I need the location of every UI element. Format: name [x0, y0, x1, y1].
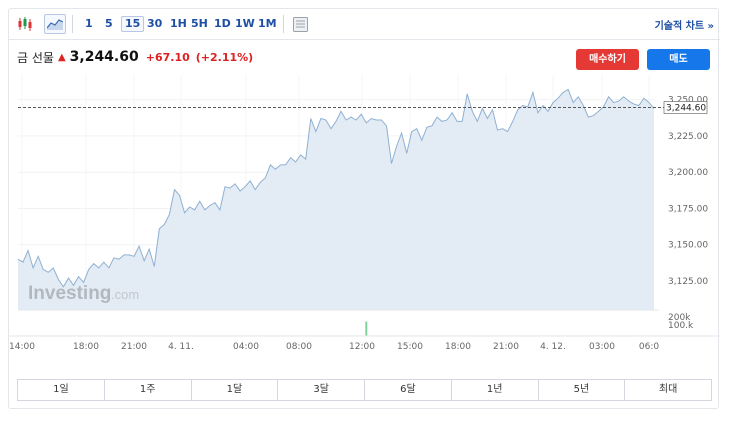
x-tick-label: 21:00: [121, 342, 147, 352]
x-tick-label: 15:00: [397, 342, 423, 352]
x-tick-label: 18:00: [73, 342, 99, 352]
watermark-brand: Investing: [28, 283, 111, 304]
y-tick-label: 3,200.00: [668, 168, 708, 178]
y-tick-label: 3,225.00: [668, 132, 708, 142]
investing-watermark: Investing .com: [28, 283, 139, 304]
watermark-suffix: .com: [111, 287, 139, 302]
up-arrow-icon: ▲: [57, 51, 66, 63]
interval-1h[interactable]: 1H: [170, 17, 187, 30]
x-tick-label: 14:00: [9, 342, 35, 352]
interval-30[interactable]: 30: [147, 17, 163, 30]
last-price-badge: 3,244.60: [663, 101, 708, 114]
x-tick-label: 08:00: [286, 342, 312, 352]
interval-15[interactable]: 15: [121, 16, 145, 32]
x-tick-label: 4. 11.: [168, 342, 194, 352]
candlestick-icon[interactable]: [16, 15, 34, 33]
volume-axis-label: 200k: [668, 313, 691, 323]
toolbar-separator: [72, 15, 73, 33]
range-5[interactable]: 1년: [452, 380, 539, 400]
price-chart[interactable]: Investing .com 3,125.003,150.003,175.003…: [9, 9, 720, 377]
y-tick-label: 3,125.00: [668, 277, 708, 287]
x-tick-label: 12:00: [349, 342, 375, 352]
interval-5[interactable]: 5: [105, 17, 113, 30]
toolbar-separator: [283, 15, 284, 33]
interval-5h[interactable]: 5H: [191, 17, 208, 30]
last-price: 3,244.60: [69, 49, 139, 65]
interval-1m[interactable]: 1M: [258, 17, 277, 30]
x-tick-label: 4. 12.: [540, 342, 566, 352]
table-icon[interactable]: [292, 15, 309, 33]
last-price-label: 3,244.60: [666, 103, 706, 113]
x-tick-label: 06:0: [639, 342, 659, 352]
range-7[interactable]: 최대: [658, 384, 678, 395]
quote-header: 금 선물 ▲ 3,244.60 +67.10 (+2.11%): [17, 48, 259, 66]
time-range-selector: 1일 1주 1달 3달 6달 1년 5년 최대: [17, 379, 712, 401]
range-1[interactable]: 1주: [105, 380, 192, 400]
price-change-percent: (+2.11%): [195, 50, 254, 64]
chart-toolbar: 1 5 15 30 1H 5H 1D 1W 1M 기술적 차트 »: [9, 9, 720, 40]
price-line: [17, 88, 655, 288]
price-area-fill: [18, 89, 654, 310]
x-tick-label: 18:00: [445, 342, 471, 352]
volume-bar: [365, 321, 368, 336]
interval-1w[interactable]: 1W: [235, 17, 255, 30]
y-tick-label: 3,150.00: [668, 241, 708, 251]
buy-button[interactable]: 매수하기: [576, 49, 639, 70]
range-6[interactable]: 5년: [539, 380, 626, 400]
instrument-name: 금 선물: [17, 50, 54, 65]
technical-chart-link[interactable]: 기술적 차트 »: [654, 21, 714, 32]
sell-button[interactable]: 매도: [647, 49, 710, 70]
x-axis: 14:00 18:00 21:00 4. 11. 04:00 08:00 12:00 15:0…: [9, 342, 659, 352]
y-axis: 3,125.00 3,150.00 3,175.00 3,200.00 3,225.00…: [668, 96, 708, 287]
x-tick-label: 21:00: [493, 342, 519, 352]
x-tick-label: 04:00: [233, 342, 259, 352]
chart-widget: 1 5 15 30 1H 5H 1D 1W 1M 기술적 차트 » 금 선물 ▲…: [8, 8, 720, 409]
volume-axis-label: 100.k: [668, 321, 694, 331]
price-change: +67.10: [145, 50, 190, 64]
y-tick-label: 3,175.00: [668, 204, 708, 214]
interval-1[interactable]: 1: [85, 17, 93, 30]
range-3[interactable]: 3달: [278, 380, 365, 400]
interval-1d[interactable]: 1D: [214, 17, 231, 30]
range-4[interactable]: 6달: [365, 380, 452, 400]
range-2[interactable]: 1달: [192, 380, 279, 400]
x-tick-label: 03:00: [589, 342, 615, 352]
y-tick-label: 3,250.00: [668, 96, 708, 106]
area-chart-icon[interactable]: [44, 14, 66, 34]
range-0[interactable]: 1일: [18, 380, 105, 400]
